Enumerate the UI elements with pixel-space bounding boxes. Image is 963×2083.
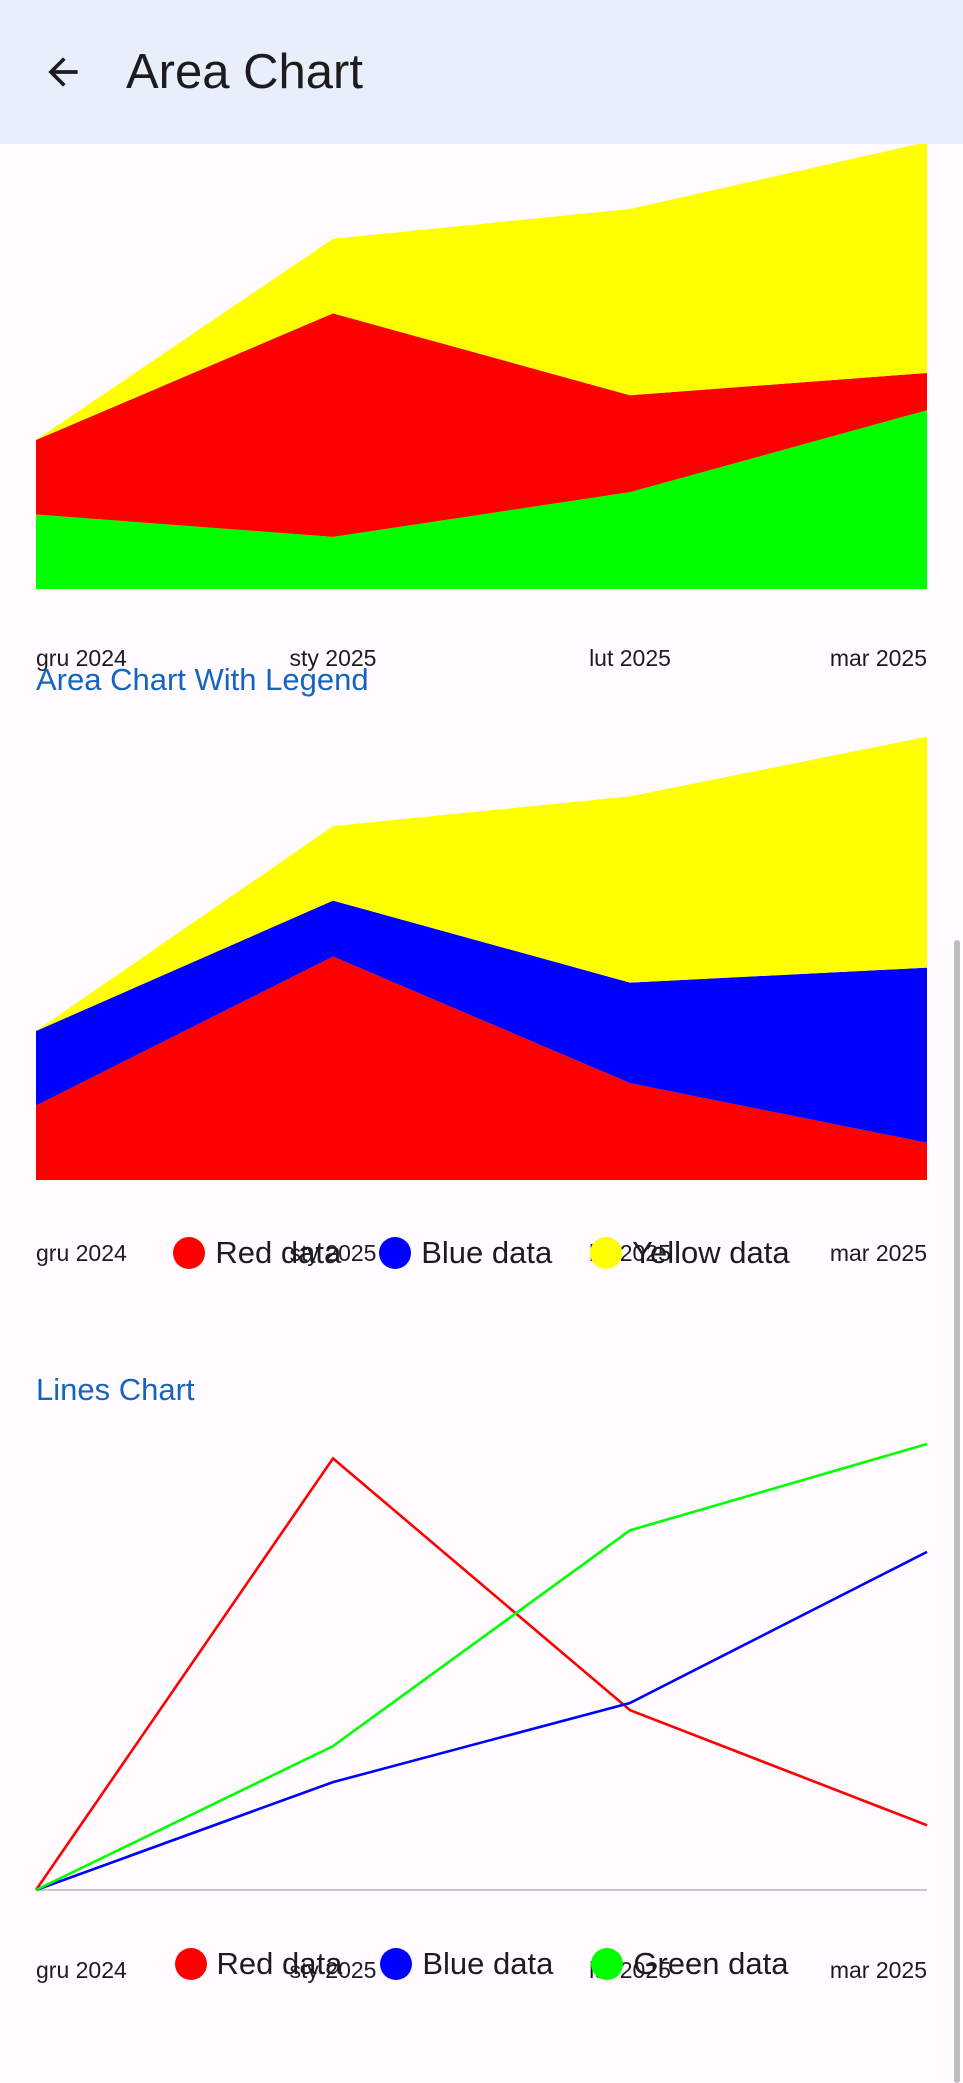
legend-swatch [591,1948,624,1980]
x-tick-label: sty 2025 [290,645,377,671]
x-tick-label: gru 2024 [36,1240,127,1266]
legend-label: Yellow data [632,1235,790,1270]
x-tick-label: sty 2025 [290,1240,377,1266]
area-series-0 [36,410,927,589]
legend-label: Blue data [422,1946,554,1981]
legend-label: Red data [215,1235,342,1270]
area-series-2 [36,144,927,440]
legend-lines-chart: Red data Blue data Green data [0,1946,963,1982]
lines-chart: gru 2024 sty 2025 lut 2025 mar 2025 [34,1442,928,1983]
x-tick-label: lut 2025 [589,645,671,671]
line-series-blue-data [35,1550,928,1892]
line-series-green-data [35,1442,928,1892]
x-tick-label: gru 2024 [36,645,127,671]
back-button[interactable] [30,42,96,102]
area-series-red-data [36,956,927,1180]
legend-swatch [380,1948,413,1980]
legend-swatch [590,1237,623,1269]
area-series-blue-data [36,900,927,1143]
legend-swatch [379,1237,412,1269]
legend-item-red-data: Red data [174,1946,343,1982]
legend-swatch [173,1237,206,1269]
legend-label: Red data [216,1946,343,1981]
line-series-red-data [34,1456,928,1891]
arrow-back-icon [48,57,78,87]
area-series-1 [36,313,927,537]
legend-item-blue-data: Blue data [379,1235,552,1271]
legend-swatch [174,1948,207,1980]
legend-label: Blue data [421,1235,553,1270]
section-title-area-chart-with-legend: Area Chart With Legend [36,662,369,697]
x-tick-label: mar 2025 [830,645,927,671]
area-chart-with-legend: gru 2024 sty 2025 lut 2025 mar 2025 [36,736,927,1266]
legend-label: Green data [633,1946,789,1981]
x-tick-label: mar 2025 [830,1957,927,1983]
app-bar: Area Chart [0,0,963,144]
scrollbar[interactable] [954,940,960,2083]
x-tick-label: gru 2024 [36,1957,127,1983]
legend-item-red-data: Red data [173,1235,341,1271]
page-title: Area Chart [126,45,363,99]
x-tick-label: sty 2025 [290,1957,377,1983]
section-title-lines-chart: Lines Chart [36,1372,195,1407]
area-series-yellow-data [36,736,927,1031]
legend-item-green-data: Green data [591,1946,788,1982]
legend-area-chart: Red data Blue data Yellow data [0,1235,963,1271]
legend-item-yellow-data: Yellow data [590,1235,790,1271]
legend-item-blue-data: Blue data [380,1946,553,1982]
x-tick-label: mar 2025 [830,1240,927,1266]
area-chart-plain: gru 2024 sty 2025 lut 2025 mar 2025 [36,144,927,671]
chart-list[interactable]: gru 2024 sty 2025 lut 2025 mar 2025 Area Ch… [0,144,963,2083]
